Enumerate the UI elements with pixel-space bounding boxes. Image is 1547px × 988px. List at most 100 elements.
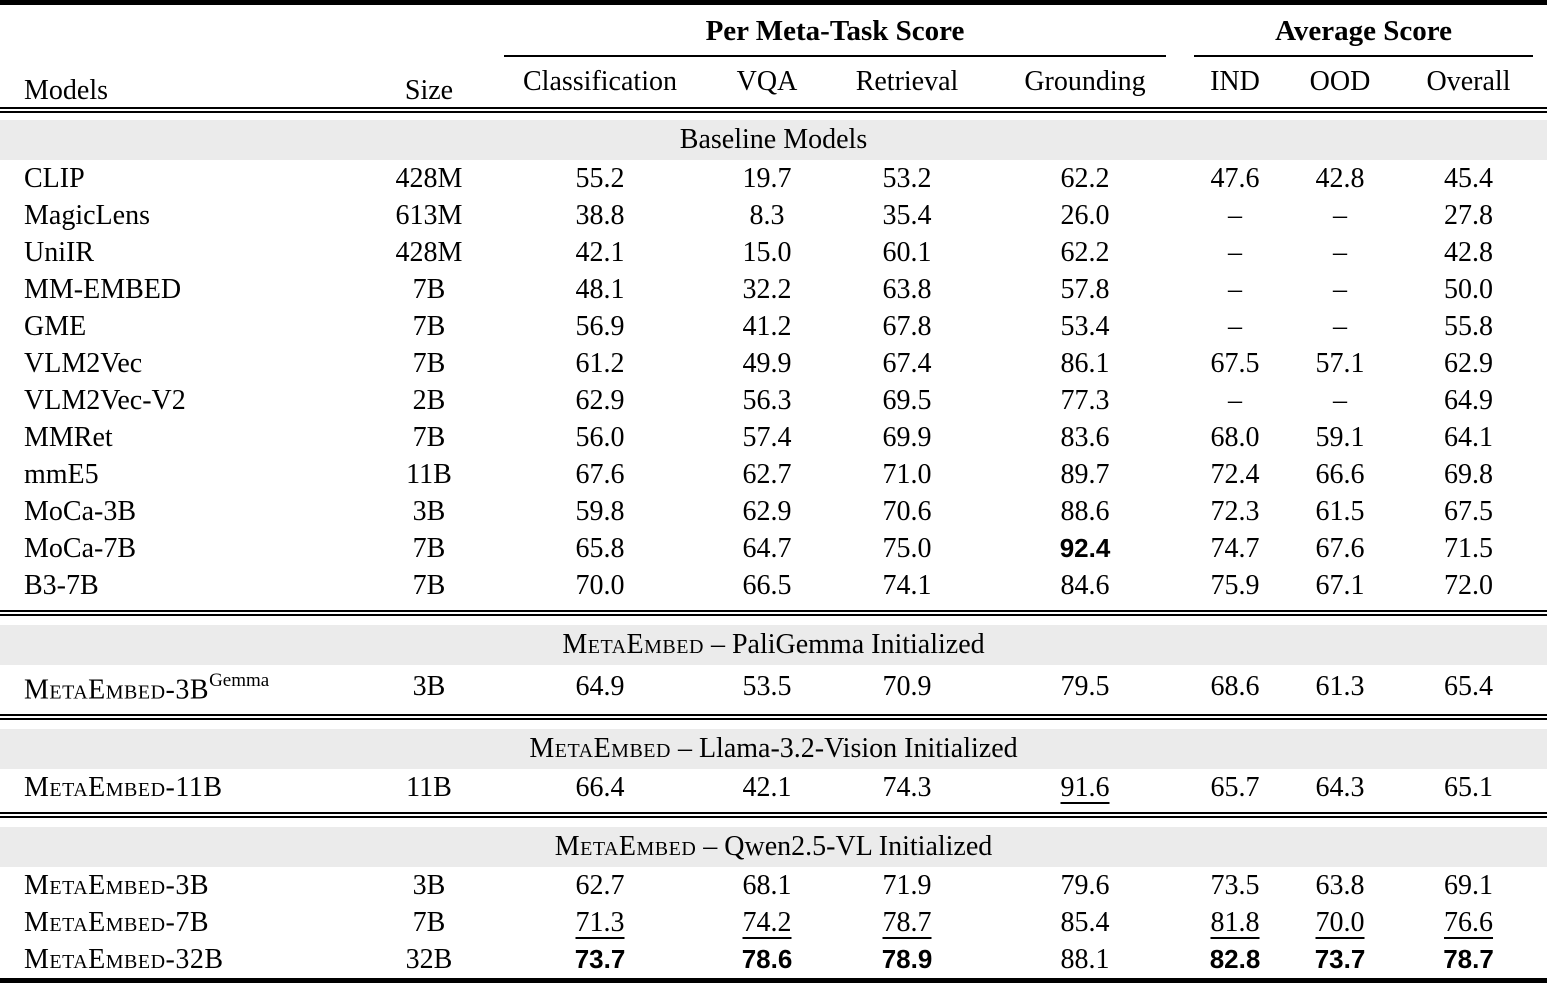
score-cell: 57.8 (1060, 273, 1110, 305)
score-cell: 68.1 (742, 869, 792, 901)
score-cell: 61.3 (1315, 670, 1365, 702)
score-cell: – (1228, 236, 1242, 268)
score-cell: 56.9 (575, 310, 625, 342)
score-cell: 50.0 (1444, 273, 1494, 305)
score-cell: 47.6 (1210, 162, 1260, 194)
score-cell: 64.9 (1444, 384, 1494, 416)
score-cell: 59.8 (575, 495, 625, 527)
score-cell: 92.4 (1059, 533, 1111, 563)
section-header: MetaEmbed – Llama-3.2-Vision Initialized (0, 729, 1547, 770)
score-cell: 67.8 (882, 310, 932, 342)
score-cell: 61.5 (1315, 495, 1365, 527)
score-cell: 42.1 (575, 236, 625, 268)
table-row: MM-EMBED 7B 48.1 32.2 63.8 57.8 – – 50.0 (0, 271, 1547, 308)
score-cell: 48.1 (575, 273, 625, 305)
score-cell: 57.1 (1315, 347, 1365, 379)
score-cell: 62.9 (742, 495, 792, 527)
score-cell: 69.5 (882, 384, 932, 416)
score-cell: 61.2 (575, 347, 625, 379)
table-row: MetaEmbed-3BGemma 3B 64.9 53.5 70.9 79.5 68.6 6… (0, 665, 1547, 708)
score-cell: 55.2 (575, 162, 625, 194)
size-cell: 7B (412, 347, 446, 379)
score-cell: 91.6 (1060, 771, 1110, 803)
section-divider-rule (0, 714, 1547, 721)
score-cell: 85.4 (1060, 906, 1110, 938)
score-cell: – (1333, 236, 1347, 268)
score-cell: 63.8 (1315, 869, 1365, 901)
model-name-cell: VLM2Vec-V2 (24, 384, 186, 416)
size-cell: 428M (395, 236, 463, 268)
score-cell: 74.2 (742, 906, 792, 938)
score-cell: 66.5 (742, 569, 792, 601)
score-cell: 67.6 (575, 458, 625, 490)
size-cell: 7B (412, 532, 446, 564)
model-name-cell: GME (24, 310, 87, 342)
score-cell: 74.7 (1210, 532, 1260, 564)
col-header-grounding: Grounding (1024, 66, 1146, 97)
model-name-cell: CLIP (24, 162, 85, 194)
header-bottom-rule (0, 107, 1547, 113)
score-cell: 62.2 (1060, 236, 1110, 268)
score-cell: 65.1 (1444, 771, 1494, 803)
score-cell: 15.0 (742, 236, 792, 268)
score-cell: 42.8 (1315, 162, 1365, 194)
section-header: MetaEmbed – PaliGemma Initialized (0, 625, 1547, 665)
size-cell: 7B (412, 421, 446, 453)
score-cell: 73.7 (1314, 944, 1366, 975)
score-cell: 35.4 (882, 199, 932, 231)
table-row: CLIP 428M 55.2 19.7 53.2 62.2 47.6 42.8 45.4 (0, 160, 1547, 197)
size-cell: 3B (412, 670, 446, 702)
score-cell: 70.6 (882, 495, 932, 527)
score-cell: 19.7 (742, 162, 792, 194)
score-cell: 8.3 (749, 199, 785, 231)
score-cell: 42.1 (742, 771, 792, 803)
model-name-cell: MetaEmbed-11B (24, 771, 223, 803)
score-cell: 45.4 (1444, 162, 1494, 194)
score-cell: 69.9 (882, 421, 932, 453)
spacer (0, 708, 1547, 715)
table-row: VLM2Vec 7B 61.2 49.9 67.4 86.1 67.5 57.1 62.9 (0, 345, 1547, 382)
spacer (0, 806, 1547, 813)
model-name-cell: MetaEmbed-3BGemma (24, 670, 270, 706)
score-cell: 56.0 (575, 421, 625, 453)
score-cell: 83.6 (1060, 421, 1110, 453)
score-cell: 71.9 (882, 869, 932, 901)
size-cell: 32B (405, 943, 453, 975)
score-cell: 71.3 (575, 906, 625, 938)
table-row: MagicLens 613M 38.8 8.3 35.4 26.0 – – 27.8 (0, 197, 1547, 234)
score-cell: – (1333, 199, 1347, 231)
score-cell: 72.4 (1210, 458, 1260, 490)
model-name-cell: MoCa-7B (24, 532, 136, 564)
score-cell: – (1228, 384, 1242, 416)
score-cell: 72.0 (1444, 569, 1494, 601)
score-cell: – (1333, 310, 1347, 342)
score-cell: 70.9 (882, 670, 932, 702)
score-cell: 75.0 (882, 532, 932, 564)
score-cell: 64.9 (575, 670, 625, 702)
score-cell: 82.8 (1209, 944, 1261, 975)
col-header-retrieval: Retrieval (855, 66, 959, 97)
score-cell: 49.9 (742, 347, 792, 379)
per-meta-task-score-label: Per Meta-Task Score (705, 15, 965, 47)
model-name-cell: mmE5 (24, 458, 99, 490)
score-cell: 66.4 (575, 771, 625, 803)
section-header: Baseline Models (0, 120, 1547, 160)
score-cell: 26.0 (1060, 199, 1110, 231)
score-cell: 89.7 (1060, 458, 1110, 490)
score-cell: 86.1 (1060, 347, 1110, 379)
table-row: GME 7B 56.9 41.2 67.8 53.4 – – 55.8 (0, 308, 1547, 345)
score-cell: 77.3 (1060, 384, 1110, 416)
score-cell: 84.6 (1060, 569, 1110, 601)
table-row: mmE5 11B 67.6 62.7 71.0 89.7 72.4 66.6 69.8 (0, 456, 1547, 493)
score-cell: 78.7 (1443, 944, 1494, 975)
score-cell: 81.8 (1210, 906, 1260, 938)
score-cell: 70.0 (1315, 906, 1365, 938)
score-cell: 41.2 (742, 310, 792, 342)
score-cell: 67.1 (1315, 569, 1365, 601)
score-cell: 53.4 (1060, 310, 1110, 342)
score-cell: 65.8 (575, 532, 625, 564)
score-cell: 88.1 (1060, 943, 1110, 975)
score-cell: 57.4 (742, 421, 792, 453)
table-row: MMRet 7B 56.0 57.4 69.9 83.6 68.0 59.1 64.1 (0, 419, 1547, 456)
